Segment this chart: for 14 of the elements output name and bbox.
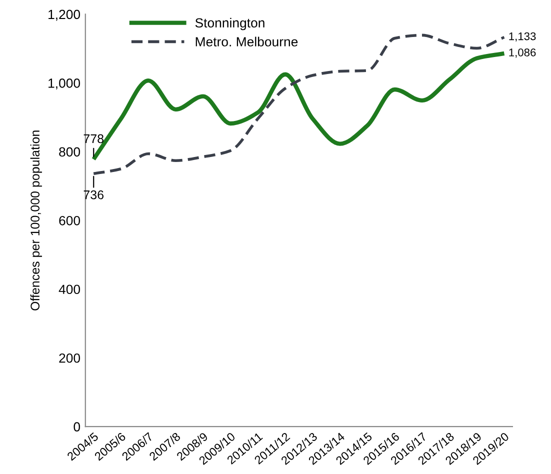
data-label: 736 bbox=[84, 190, 104, 200]
y-tick-label: 400 bbox=[58, 284, 80, 294]
y-tick-label: 0 bbox=[74, 422, 80, 432]
legend-label: Metro. Melbourne bbox=[196, 36, 298, 46]
data-label: 778 bbox=[84, 134, 104, 144]
y-tick-label: 1,000 bbox=[48, 78, 80, 90]
legend-label: Stonnington bbox=[195, 18, 264, 30]
y-tick-label: 600 bbox=[59, 216, 80, 226]
y-tick-label: 1,200 bbox=[48, 10, 80, 21]
y-axis-title: Offences per 100,000 population bbox=[30, 130, 42, 310]
data-label: 1,133 bbox=[509, 32, 536, 42]
data-label: 1,086 bbox=[509, 48, 536, 58]
y-tick-label: 200 bbox=[59, 353, 80, 363]
y-tick-label: 800 bbox=[59, 147, 80, 157]
